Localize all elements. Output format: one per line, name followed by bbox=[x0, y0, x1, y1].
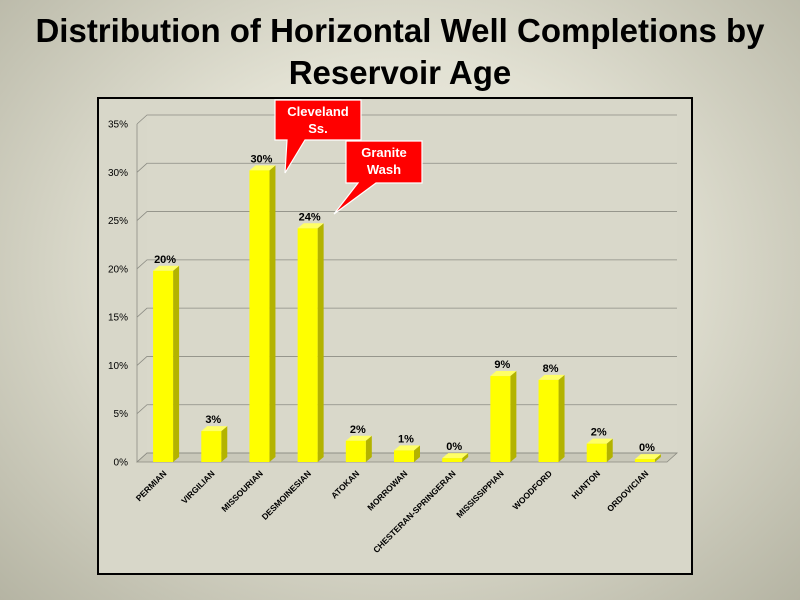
bar-top bbox=[586, 438, 613, 444]
y-tick-label: 15% bbox=[108, 313, 128, 324]
bar-top bbox=[201, 426, 228, 432]
bar-front bbox=[586, 443, 607, 462]
bar-side bbox=[654, 454, 661, 462]
callout-text: Granite bbox=[361, 145, 407, 160]
callout-text: Ss. bbox=[308, 121, 328, 136]
x-tick-label: DESMOINESIAN bbox=[260, 468, 313, 521]
data-label: 2% bbox=[350, 424, 366, 436]
bar-side bbox=[510, 371, 517, 462]
bar-front bbox=[201, 431, 222, 462]
bar-front bbox=[249, 170, 270, 462]
bar-front bbox=[538, 379, 559, 462]
y-tick-label: 20% bbox=[108, 264, 128, 275]
bar-top bbox=[297, 223, 324, 229]
bar-side bbox=[558, 374, 565, 462]
bar-side bbox=[221, 426, 228, 462]
y-gridline bbox=[136, 259, 677, 270]
bar bbox=[442, 453, 469, 462]
bar bbox=[490, 371, 517, 462]
data-label: 0% bbox=[446, 441, 462, 453]
callout-text: Wash bbox=[367, 162, 401, 177]
data-label: 0% bbox=[639, 442, 655, 454]
y-tick-label: 35% bbox=[108, 120, 128, 131]
x-tick-label: PERMIAN bbox=[134, 468, 169, 503]
data-label: 9% bbox=[494, 359, 510, 371]
bar bbox=[153, 265, 180, 462]
y-gridline bbox=[136, 211, 677, 221]
chart-title: Distribution of Horizontal Well Completi… bbox=[0, 10, 800, 94]
x-tick-label: ORDOVICIAN bbox=[605, 468, 650, 513]
callout: Granite Wash bbox=[333, 140, 423, 215]
bar-top bbox=[538, 374, 565, 380]
x-tick-label: MISSOURIAN bbox=[219, 468, 264, 513]
data-label: 20% bbox=[154, 254, 176, 266]
y-gridline bbox=[136, 356, 677, 366]
plot-back-wall bbox=[147, 115, 677, 453]
x-tick-label: HUNTON bbox=[569, 468, 602, 501]
bar-front bbox=[345, 440, 366, 462]
callout: Cleveland Ss. bbox=[274, 99, 362, 174]
bar-top bbox=[153, 265, 180, 271]
bar-side bbox=[173, 265, 180, 462]
x-tick-label: MORROWAN bbox=[365, 468, 409, 512]
bar-top bbox=[490, 371, 517, 377]
data-label: 24% bbox=[299, 211, 321, 223]
bar-front bbox=[394, 450, 414, 462]
bar bbox=[586, 438, 613, 462]
chart-title-line-1: Distribution of Horizontal Well Completi… bbox=[35, 12, 765, 49]
bar-top bbox=[442, 453, 469, 459]
bar-front bbox=[442, 458, 463, 462]
bar-front bbox=[297, 228, 318, 462]
bar-top bbox=[394, 445, 420, 451]
data-label: 3% bbox=[205, 414, 221, 426]
bar-top bbox=[249, 165, 276, 171]
y-tick-label: 5% bbox=[114, 409, 129, 420]
data-label: 30% bbox=[250, 153, 272, 165]
bar-side bbox=[414, 445, 420, 462]
bar-top bbox=[634, 454, 661, 460]
bar-top bbox=[345, 435, 372, 441]
bar bbox=[538, 374, 565, 462]
bar bbox=[249, 165, 276, 462]
bar bbox=[201, 426, 228, 462]
bar-front bbox=[490, 376, 511, 462]
data-label: 2% bbox=[591, 427, 607, 439]
x-tick-label: MISSISSIPPIAN bbox=[454, 468, 505, 519]
bar-side bbox=[606, 438, 613, 462]
callout-text: Cleveland bbox=[287, 104, 348, 119]
bar bbox=[345, 435, 372, 462]
bar-side bbox=[317, 223, 324, 462]
callout-box bbox=[274, 99, 362, 174]
bar bbox=[634, 454, 661, 462]
y-gridline bbox=[136, 307, 677, 318]
y-tick-label: 10% bbox=[108, 361, 128, 372]
x-tick-label: WOODFORD bbox=[510, 468, 553, 511]
y-tick-label: 30% bbox=[108, 168, 128, 179]
bar-side bbox=[365, 435, 372, 462]
bar-front bbox=[634, 459, 655, 462]
bar bbox=[297, 223, 324, 462]
y-tick-label: 0% bbox=[114, 458, 129, 469]
bar-front bbox=[153, 270, 174, 462]
y-tick-label: 25% bbox=[108, 216, 128, 227]
x-tick-label: ATOKAN bbox=[329, 468, 361, 500]
data-label: 8% bbox=[543, 363, 559, 375]
data-label: 1% bbox=[398, 433, 414, 445]
bar bbox=[394, 445, 420, 462]
chart-title-line-2: Reservoir Age bbox=[288, 54, 512, 91]
y-gridline bbox=[136, 162, 677, 173]
bar-side bbox=[462, 453, 469, 462]
bar-side bbox=[269, 165, 276, 462]
callout-box bbox=[333, 140, 423, 215]
x-tick-label: CHESTERAN-SPRINGERAN bbox=[371, 468, 458, 555]
x-tick-label: VIRGILIAN bbox=[179, 468, 216, 505]
y-gridline bbox=[136, 114, 677, 125]
